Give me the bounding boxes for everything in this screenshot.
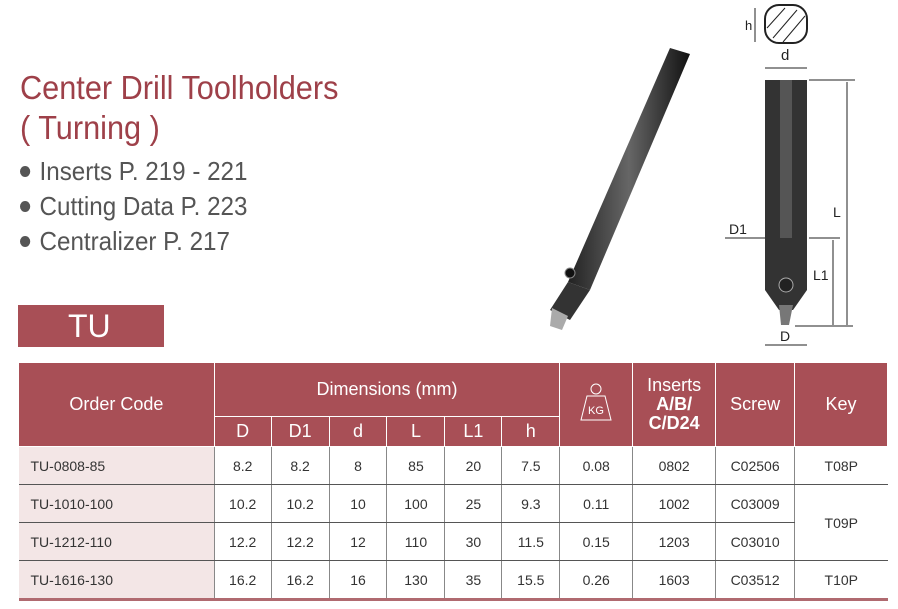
header-screw: Screw [715, 362, 796, 447]
reference-list: Inserts P. 219 - 221 Cutting Data P. 223… [20, 154, 265, 259]
bullet-icon [20, 201, 31, 212]
list-item: Inserts P. 219 - 221 [20, 154, 247, 189]
series-badge: TU [18, 305, 164, 347]
table-row: TU-1212-110 12.2 12.2 12 110 30 11.5 0.15 1203 C0… [18, 522, 888, 561]
label-L1: L1 [813, 267, 829, 283]
list-item: Cutting Data P. 223 [20, 189, 247, 224]
label-h: h [745, 18, 752, 33]
header-d: d [328, 416, 388, 447]
list-item: Centralizer P. 217 [20, 224, 247, 259]
toolholder-photo [550, 48, 690, 330]
dimension-diagram: h d D1 L L1 D [725, 4, 855, 346]
header-L1: L1 [444, 416, 503, 447]
label-d: d [781, 47, 789, 64]
table-row: TU-1616-130 16.2 16.2 16 130 35 15.5 0.26 1603 C0… [18, 560, 888, 601]
header-dimensions: Dimensions (mm) [213, 362, 561, 417]
svg-text:KG: KG [588, 405, 604, 417]
header-order-code: Order Code [18, 362, 215, 447]
header-key: Key [794, 362, 888, 447]
weight-icon: KG [580, 383, 612, 421]
table-row: TU-0808-85 8.2 8.2 8 85 20 7.5 0.08 0802 C02506 T0… [18, 446, 888, 485]
page-title: Center Drill Toolholders ( Turning ) [20, 69, 339, 146]
label-D: D [780, 328, 790, 344]
header-h: h [501, 416, 561, 447]
specification-table: Order Code Dimensions (mm) KG Inserts A/B… [18, 362, 888, 601]
header-inserts: Inserts A/B/C/D24 [632, 362, 717, 447]
header-L: L [386, 416, 446, 447]
header-weight: KG [559, 362, 634, 447]
label-L: L [833, 204, 841, 220]
table-row: TU-1010-100 10.2 10.2 10 100 25 9.3 0.11 1002 C03… [18, 484, 888, 561]
header-D1: D1 [270, 416, 330, 447]
header-D: D [213, 416, 272, 447]
bullet-icon [20, 166, 31, 177]
label-D1: D1 [729, 221, 747, 237]
bullet-icon [20, 236, 31, 247]
